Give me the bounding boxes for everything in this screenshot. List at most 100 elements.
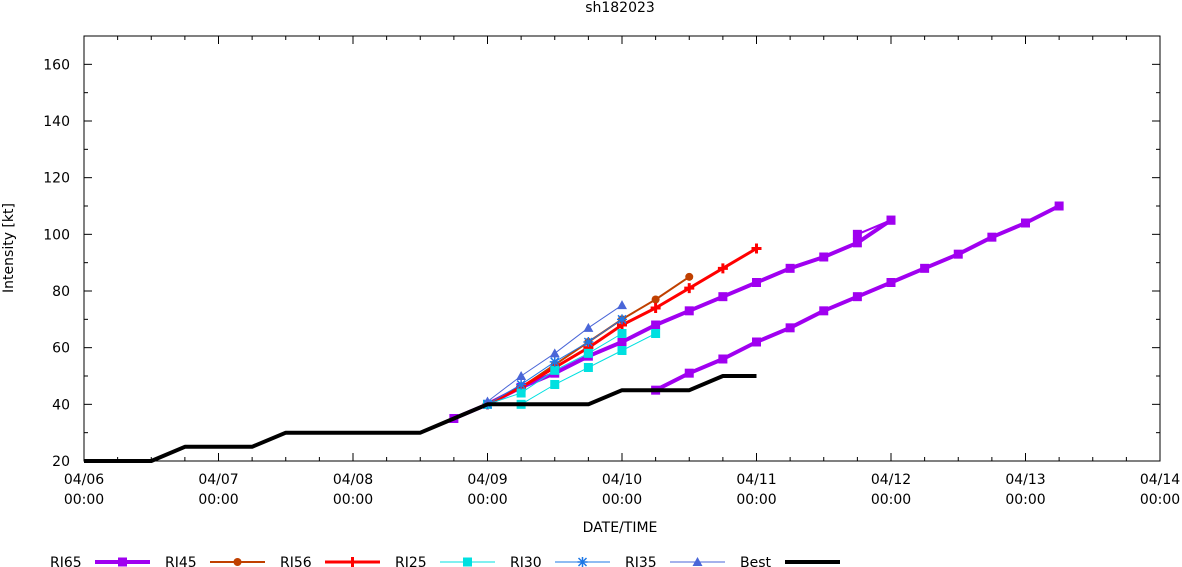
x-tick-label-time: 00:00 bbox=[602, 492, 642, 508]
data-point-square bbox=[118, 557, 127, 567]
data-point-square bbox=[617, 346, 627, 355]
x-tick-label-time: 00:00 bbox=[467, 492, 507, 508]
x-tick-label-date: 04/08 bbox=[333, 472, 373, 488]
y-tick-label: 120 bbox=[43, 171, 70, 187]
data-point-square bbox=[718, 354, 728, 364]
legend-item: RI35 bbox=[625, 555, 725, 567]
legend: RI65 RI45 RI56 RI25 RI30 RI35 Best bbox=[50, 555, 840, 567]
series-line bbox=[84, 374, 757, 463]
legend-item: RI56 bbox=[280, 555, 380, 567]
y-tick-label: 80 bbox=[52, 284, 70, 300]
data-point-square bbox=[852, 292, 862, 302]
data-point-plus bbox=[717, 263, 728, 274]
chart-title: sh182023 bbox=[585, 0, 655, 16]
x-tick-label-time: 00:00 bbox=[333, 492, 373, 508]
series-line bbox=[857, 219, 892, 236]
data-point-square bbox=[752, 278, 761, 287]
legend-item: RI25 bbox=[395, 555, 495, 567]
data-point-star bbox=[549, 356, 560, 367]
data-point-square bbox=[953, 249, 963, 259]
y-tick-label: 160 bbox=[43, 57, 70, 73]
data-point-triangle bbox=[583, 322, 594, 332]
legend-item: RI30 bbox=[510, 555, 610, 567]
data-point-square bbox=[819, 306, 829, 316]
legend-label: RI35 bbox=[625, 555, 657, 567]
x-tick-label-date: 04/14 bbox=[1140, 472, 1180, 488]
y-tick-label: 140 bbox=[43, 114, 70, 130]
data-point-square bbox=[920, 263, 930, 273]
data-point-square bbox=[684, 368, 694, 378]
data-point-triangle bbox=[692, 557, 703, 566]
x-tick-label-date: 04/09 bbox=[467, 472, 507, 488]
legend-label: RI45 bbox=[165, 555, 197, 567]
data-point-plus bbox=[751, 243, 762, 254]
x-axis-label: DATE/TIME bbox=[583, 520, 658, 536]
series-ri45 bbox=[852, 215, 896, 239]
series-best bbox=[84, 374, 757, 463]
legend-label: RI25 bbox=[395, 555, 427, 567]
series-ri65 bbox=[449, 201, 1064, 423]
data-point-square bbox=[1054, 201, 1064, 211]
plot-area bbox=[84, 201, 1064, 463]
x-tick-label-time: 00:00 bbox=[64, 492, 104, 508]
legend-label: Best bbox=[740, 555, 772, 567]
data-point-square bbox=[583, 348, 593, 358]
data-point-square bbox=[752, 337, 761, 347]
x-tick-label-time: 00:00 bbox=[1140, 492, 1180, 508]
data-point-square bbox=[819, 252, 829, 262]
y-axis-label: Intensity [kt] bbox=[1, 203, 17, 293]
data-point-square bbox=[852, 238, 862, 248]
data-point-circle bbox=[233, 558, 242, 566]
series-unlabeled bbox=[482, 300, 627, 406]
x-tick-label-date: 04/07 bbox=[198, 472, 238, 488]
data-point-square bbox=[684, 306, 694, 316]
data-point-square bbox=[651, 320, 661, 330]
data-point-star bbox=[617, 314, 627, 325]
legend-label: RI65 bbox=[50, 555, 82, 567]
y-tick-label: 40 bbox=[52, 397, 70, 413]
data-point-square bbox=[718, 292, 728, 302]
data-point-circle bbox=[651, 295, 660, 304]
y-tick-label: 60 bbox=[52, 341, 70, 357]
x-tick-label-date: 04/13 bbox=[1005, 472, 1045, 488]
axes: 20 40 60 80 100 120 140 160 04/06 00:00 04/07 00:00… bbox=[43, 35, 1180, 508]
data-point-square bbox=[617, 337, 627, 347]
data-point-star bbox=[577, 557, 588, 567]
legend-item: Best bbox=[740, 555, 840, 567]
x-tick-label-date: 04/06 bbox=[64, 472, 104, 488]
data-point-square bbox=[617, 329, 627, 338]
data-point-square bbox=[583, 363, 593, 372]
legend-item: RI65 bbox=[50, 555, 150, 567]
x-tick-label-date: 04/10 bbox=[602, 472, 642, 488]
data-point-plus bbox=[347, 557, 358, 567]
data-point-square bbox=[651, 329, 661, 338]
data-point-triangle bbox=[617, 300, 627, 310]
data-point-square bbox=[886, 215, 896, 225]
data-point-triangle bbox=[516, 371, 527, 380]
x-tick-label-time: 00:00 bbox=[198, 492, 238, 508]
data-point-plus bbox=[650, 303, 661, 313]
y-tick-label: 100 bbox=[43, 227, 70, 243]
data-point-square bbox=[550, 365, 560, 375]
legend-item: RI45 bbox=[165, 555, 265, 567]
plot-frame bbox=[83, 35, 1161, 462]
y-tick-label: 20 bbox=[52, 454, 70, 470]
data-point-square bbox=[463, 557, 472, 567]
data-point-square bbox=[785, 263, 795, 273]
x-tick-label-time: 00:00 bbox=[871, 492, 911, 508]
data-point-square bbox=[785, 323, 795, 333]
data-point-square bbox=[852, 229, 862, 239]
data-point-star bbox=[516, 379, 527, 390]
data-point-star bbox=[583, 337, 594, 347]
x-tick-label-time: 00:00 bbox=[1005, 492, 1045, 508]
legend-label: RI30 bbox=[510, 555, 542, 567]
data-point-circle bbox=[685, 272, 694, 281]
data-point-plus bbox=[684, 283, 695, 294]
x-tick-label-time: 00:00 bbox=[736, 492, 776, 508]
data-point-square bbox=[550, 380, 560, 389]
data-point-triangle bbox=[549, 348, 560, 358]
data-point-square bbox=[886, 278, 896, 287]
x-tick-label-date: 04/11 bbox=[736, 472, 776, 488]
x-tick-label-date: 04/12 bbox=[871, 472, 911, 488]
